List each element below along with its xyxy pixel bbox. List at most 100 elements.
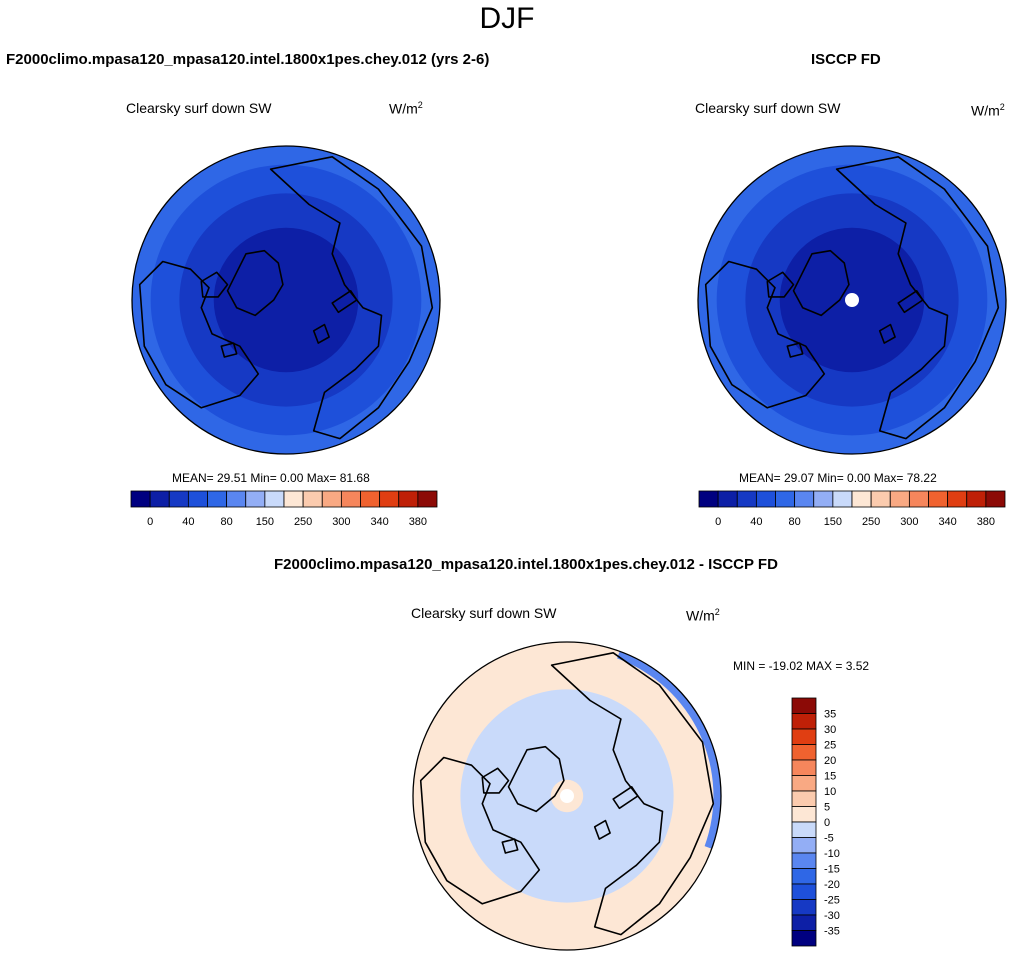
colorbar-box	[966, 490, 987, 508]
colorbar-box	[321, 490, 342, 508]
obs-colorbar: 0 40 80 150 250 300 340 380	[698, 490, 1006, 528]
colorbar-box	[928, 490, 949, 508]
obs-units-label: W/m2	[971, 102, 1005, 119]
colorbar-box	[832, 490, 853, 508]
colorbar-tick-label: 35	[824, 709, 836, 721]
main-title: DJF	[479, 2, 535, 35]
colorbar-box	[851, 490, 872, 508]
colorbar-tick-label: -15	[824, 864, 840, 876]
north-america-coastline	[138, 260, 260, 409]
colorbar-box	[791, 868, 817, 885]
colorbar-tick-label: 300	[332, 516, 350, 528]
colorbar-tick-label: 10	[824, 786, 836, 798]
diff-polar-map	[412, 641, 722, 951]
diff-units-label: W/m2	[686, 607, 720, 624]
colorbar-tick-label: -35	[824, 926, 840, 938]
colorbar-box	[226, 490, 247, 508]
eurasia-coastline	[550, 652, 715, 936]
colorbar-box	[791, 728, 817, 745]
colorbar-box	[340, 490, 361, 508]
diff-panel-header: F2000climo.mpasa120_mpasa120.intel.1800x…	[274, 556, 778, 573]
model-panel-header: F2000climo.mpasa120_mpasa120.intel.1800x…	[6, 51, 490, 68]
colorbar-box	[791, 806, 817, 823]
colorbar-box	[791, 790, 817, 807]
colorbar-tick-label: 340	[938, 516, 956, 528]
greenland-coastline	[792, 249, 850, 317]
diff-variable-label: Clearsky surf down SW	[411, 605, 557, 621]
colorbar-tick-label: 250	[862, 516, 880, 528]
diff-stats: MIN = -19.02 MAX = 3.52	[733, 659, 870, 673]
map-fill-layer	[413, 642, 721, 950]
colorbar-tick-label: -30	[824, 910, 840, 922]
contour-band-sector	[617, 651, 721, 849]
iceland-coastline	[501, 838, 519, 854]
svalbard-coastline	[878, 323, 896, 344]
colorbar-box	[302, 490, 323, 508]
eurasia-coastline	[835, 156, 1000, 440]
colorbar-box	[187, 490, 208, 508]
colorbar-box	[791, 759, 817, 776]
colorbar-tick-label: 300	[900, 516, 918, 528]
colorbar-tick-label: 150	[824, 516, 842, 528]
colorbar-box	[791, 744, 817, 761]
colorbar-box	[264, 490, 285, 508]
eurasia-coastline	[269, 156, 434, 440]
colorbar-tick-label: 80	[221, 516, 233, 528]
colorbar-box	[775, 490, 796, 508]
colorbar-tick-label: -20	[824, 879, 840, 891]
colorbar-tick-label: -25	[824, 895, 840, 907]
colorbar-box	[985, 490, 1006, 508]
colorbar-box	[755, 490, 776, 508]
colorbar-tick-label: 80	[789, 516, 801, 528]
model-stats: MEAN= 29.51 Min= 0.00 Max= 81.68	[172, 471, 370, 485]
model-colorbar: 0 40 80 150 250 300 340 380	[130, 490, 438, 528]
colorbar-box	[207, 490, 228, 508]
colorbar-box	[794, 490, 815, 508]
novaya-zemlya-coastline	[612, 786, 639, 810]
model-units-label: W/m2	[389, 100, 423, 117]
colorbar-tick-label: 380	[409, 516, 427, 528]
colorbar-box	[791, 930, 817, 947]
colorbar-tick-label: 0	[824, 817, 830, 829]
arctic-archipelago-coastline	[200, 271, 229, 298]
colorbar-box	[130, 490, 151, 508]
colorbar-box	[813, 490, 834, 508]
colorbar-tick-label: 380	[977, 516, 995, 528]
colorbar-box	[717, 490, 738, 508]
obs-variable-label: Clearsky surf down SW	[695, 100, 841, 116]
novaya-zemlya-coastline	[897, 290, 924, 314]
colorbar-tick-label: -10	[824, 848, 840, 860]
novaya-zemlya-coastline	[331, 290, 358, 314]
colorbar-box	[379, 490, 400, 508]
map-boundary	[131, 145, 441, 455]
colorbar-tick-label: 0	[147, 516, 153, 528]
colorbar-box	[245, 490, 266, 508]
colorbar-box	[889, 490, 910, 508]
model-variable-label: Clearsky surf down SW	[126, 100, 272, 116]
colorbar-box	[360, 490, 381, 508]
obs-panel-header: ISCCP FD	[811, 51, 881, 68]
colorbar-tick-label: 20	[824, 755, 836, 767]
greenland-coastline	[226, 249, 284, 317]
colorbar-box	[947, 490, 968, 508]
map-boundary	[412, 641, 722, 951]
colorbar-box	[791, 899, 817, 916]
iceland-coastline	[786, 342, 804, 358]
colorbar-box	[791, 713, 817, 730]
greenland-coastline	[507, 745, 565, 813]
iceland-coastline	[220, 342, 238, 358]
colorbar-box	[791, 914, 817, 931]
colorbar-box	[908, 490, 929, 508]
colorbar-box	[417, 490, 438, 508]
colorbar-box	[870, 490, 891, 508]
coastlines	[704, 156, 1000, 440]
obs-stats: MEAN= 29.07 Min= 0.00 Max= 78.22	[739, 471, 937, 485]
colorbar-box	[698, 490, 719, 508]
colorbar-tick-label: 250	[294, 516, 312, 528]
obs-polar-map	[697, 145, 1007, 455]
colorbar-box	[791, 852, 817, 869]
missing-data-hole	[560, 789, 574, 803]
colorbar-tick-label: 40	[182, 516, 194, 528]
colorbar-tick-label: 25	[824, 740, 836, 752]
colorbar-tick-label: 30	[824, 724, 836, 736]
